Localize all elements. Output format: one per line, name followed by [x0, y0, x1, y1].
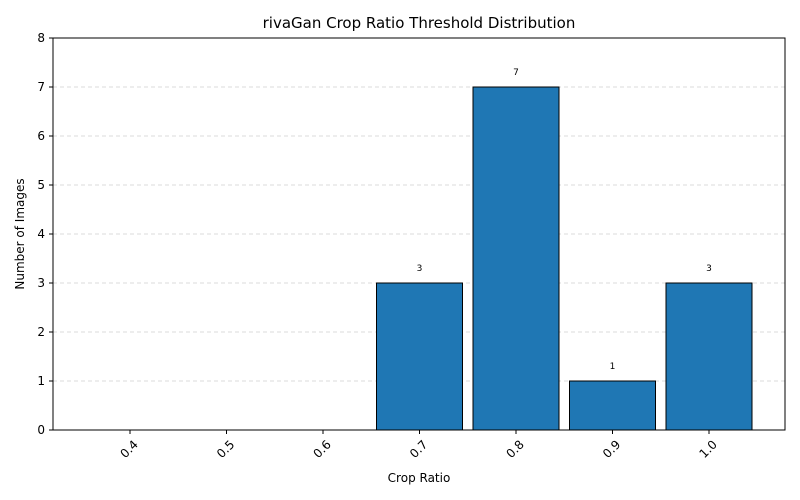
y-tick-label: 5	[37, 178, 45, 192]
bar-0.9	[569, 380, 656, 431]
y-tick-label: 6	[37, 129, 45, 143]
bars	[376, 86, 753, 431]
data-label-0.8: 7	[513, 68, 519, 78]
bar-0.7	[376, 282, 463, 431]
y-tick-label: 3	[37, 276, 45, 290]
plot-frame	[52, 37, 786, 431]
chart-title: rivaGan Crop Ratio Threshold Distributio…	[263, 14, 576, 32]
y-tick-label: 7	[37, 80, 45, 94]
x-axis-label: Crop Ratio	[388, 471, 451, 485]
data-label-0.7: 3	[417, 264, 423, 274]
data-label-0.9: 1	[610, 362, 616, 372]
bar-1.0	[665, 282, 753, 431]
data-labels: 3 7 1 3	[417, 68, 712, 372]
y-axis-ticks: 0 1 2 3 4 5 6 7 8	[37, 31, 53, 437]
y-tick-label: 0	[37, 423, 45, 437]
data-label-1.0: 3	[706, 264, 712, 274]
y-tick-label: 4	[37, 227, 45, 241]
y-axis-label: Number of Images	[13, 178, 27, 289]
y-tick-label: 8	[37, 31, 45, 45]
bar-0.8	[472, 86, 560, 431]
y-tick-label: 1	[37, 374, 45, 388]
y-tick-label: 2	[37, 325, 45, 339]
